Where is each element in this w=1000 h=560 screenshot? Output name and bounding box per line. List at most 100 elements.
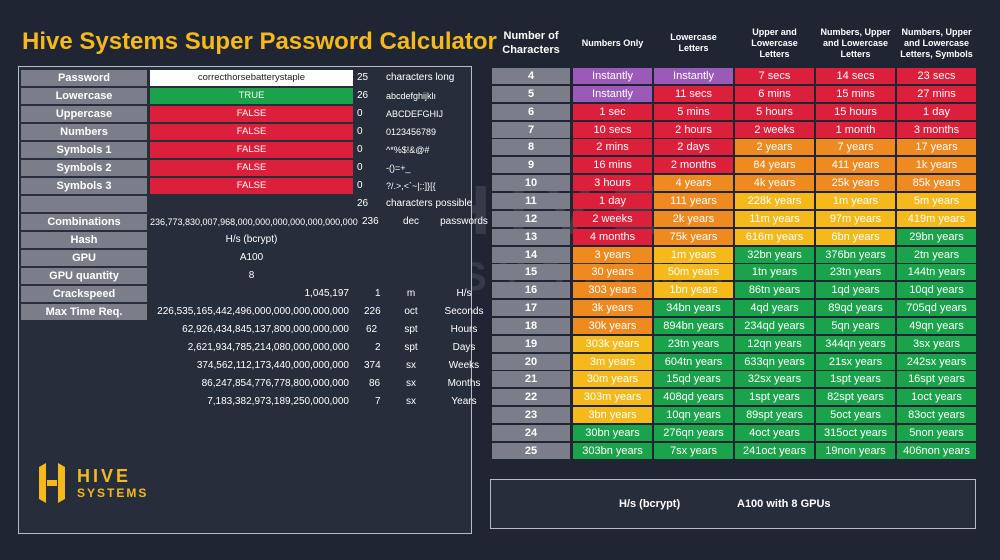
- time-cell: 82spt years: [816, 389, 895, 406]
- symbols2-chars: -()=+_: [386, 163, 411, 173]
- time-cell: 6 mins: [735, 85, 814, 102]
- gpu-label: GPU: [21, 250, 147, 266]
- time-cell: 5 mins: [654, 103, 733, 120]
- days-value: 2,621,934,785,214,080,000,000,000: [187, 342, 349, 353]
- combinations-unit: dec: [402, 216, 420, 227]
- crackspeed-label: Crackspeed: [21, 286, 147, 302]
- time-cell: 276qn years: [654, 425, 733, 441]
- header-numbers-only: Numbers Only: [581, 37, 644, 48]
- lowercase-label: Lowercase: [21, 88, 147, 104]
- combinations-unit2: passwords: [440, 216, 488, 227]
- time-cell: 1m years: [654, 246, 733, 263]
- time-cell: 408qd years: [654, 389, 733, 406]
- time-cell: 303 years: [573, 282, 652, 299]
- time-cell: 1tn years: [735, 264, 814, 281]
- symbols2-label: Symbols 2: [21, 160, 147, 176]
- time-cell: 4oct years: [735, 425, 814, 441]
- time-cell: 315oct years: [816, 425, 895, 441]
- time-cell: 1 day: [897, 103, 976, 120]
- gpu-quantity-value[interactable]: 8: [248, 270, 255, 281]
- time-cell: 97m years: [816, 210, 895, 227]
- weeks-unit2: Weeks: [448, 360, 480, 371]
- row-length-cell: 16: [492, 282, 570, 299]
- time-cell: 10qn years: [654, 407, 733, 424]
- row-length-cell: 18: [492, 317, 570, 334]
- combinations-value: 236,773,830,007,968,000,000,000,000,000,…: [150, 217, 358, 227]
- time-cell: 10qd years: [897, 282, 976, 299]
- logo-line2: SYSTEMS: [77, 486, 149, 500]
- time-cell: 15qd years: [654, 371, 733, 388]
- time-cell: 10 secs: [573, 121, 652, 138]
- gpu-value[interactable]: A100: [239, 252, 264, 263]
- uppercase-toggle[interactable]: FALSE: [150, 106, 353, 122]
- symbols1-toggle[interactable]: FALSE: [150, 142, 353, 158]
- time-cell: 15 hours: [816, 103, 895, 120]
- weeks-unit: sx: [406, 360, 416, 371]
- time-cell: 5qn years: [816, 317, 895, 334]
- days-unit: spt: [404, 342, 418, 353]
- time-cell: 4 years: [654, 175, 733, 192]
- maxtime-label: Max Time Req.: [21, 304, 147, 320]
- time-cell: 7 secs: [735, 68, 814, 84]
- calculator-panel: Password correcthorsebatterystaple 25 ch…: [18, 66, 488, 534]
- row-length-cell: 9: [492, 157, 570, 174]
- time-cell: 27 mins: [897, 85, 976, 102]
- time-cell: 3m years: [573, 353, 652, 370]
- hash-value[interactable]: H/s (bcrypt): [225, 234, 278, 245]
- time-cell: 7sx years: [654, 442, 733, 459]
- time-cell: 23 secs: [897, 68, 976, 84]
- row-length-cell: 17: [492, 300, 570, 317]
- time-cell: 1bn years: [654, 282, 733, 299]
- symbols3-label: Symbols 3: [21, 178, 147, 194]
- time-cell: 2k years: [654, 210, 733, 227]
- time-cell: 83oct years: [897, 407, 976, 424]
- crackspeed-value: 1,045,197: [304, 288, 350, 299]
- time-cell: 5 hours: [735, 103, 814, 120]
- time-cell: 5oct years: [816, 407, 895, 424]
- numbers-toggle[interactable]: FALSE: [150, 124, 353, 140]
- time-cell: 84 years: [735, 157, 814, 174]
- time-cell: 17 years: [897, 139, 976, 156]
- logo-line1: HIVE: [77, 466, 132, 486]
- time-cell: 616m years: [735, 228, 814, 245]
- symbols3-toggle[interactable]: FALSE: [150, 178, 353, 194]
- time-cell: 23tn years: [816, 264, 895, 281]
- time-cell: 2 weeks: [735, 121, 814, 138]
- lowercase-toggle[interactable]: TRUE: [150, 88, 353, 104]
- time-cell: 3sx years: [897, 335, 976, 352]
- symbols1-count: 0: [357, 144, 363, 155]
- time-cell: 344qn years: [816, 335, 895, 352]
- header-num-upper-lower-symbols: Numbers, Upper and Lowercase Letters, Sy…: [900, 26, 973, 59]
- lowercase-count: 26: [357, 90, 369, 101]
- time-cell: 303bn years: [573, 442, 652, 459]
- combinations-label: Combinations: [21, 214, 147, 230]
- possible-note: characters possible: [386, 198, 473, 209]
- row-length-cell: 6: [492, 103, 570, 120]
- row-length-cell: 8: [492, 139, 570, 156]
- row-length-cell: 7: [492, 121, 570, 138]
- header-upper-lower: Upper and Lowercase Letters: [751, 26, 798, 59]
- password-input[interactable]: correcthorsebatterystaple: [150, 70, 353, 86]
- time-cell: 3k years: [573, 300, 652, 317]
- page-title: Hive Systems Super Password Calculator: [22, 28, 497, 55]
- row-length-cell: 20: [492, 353, 570, 370]
- time-cell: 3 hours: [573, 175, 652, 192]
- password-note: characters long: [386, 72, 455, 83]
- time-cell: 2 weeks: [573, 210, 652, 227]
- crackspeed-unit2: H/s: [456, 288, 472, 299]
- maxtime-value: 226,535,165,442,496,000,000,000,000,000: [157, 306, 349, 317]
- years-value: 7,183,382,973,189,250,000,000: [207, 396, 349, 407]
- time-cell: 21sx years: [816, 353, 895, 370]
- time-cell: Instantly: [573, 85, 652, 102]
- time-cell: 14 secs: [816, 68, 895, 84]
- combinations-short: 236: [362, 216, 379, 227]
- symbols2-toggle[interactable]: FALSE: [150, 160, 353, 176]
- hive-systems-logo: HIVE SYSTEMS: [37, 461, 148, 505]
- time-cell: 144tn years: [897, 264, 976, 281]
- time-cell: 5non years: [897, 425, 976, 441]
- time-cell: 1 sec: [573, 103, 652, 120]
- symbols1-chars: ^*%$!&@#: [386, 145, 430, 155]
- time-cell: 12qn years: [735, 335, 814, 352]
- time-cell: 6bn years: [816, 228, 895, 245]
- time-cell: 303k years: [573, 335, 652, 352]
